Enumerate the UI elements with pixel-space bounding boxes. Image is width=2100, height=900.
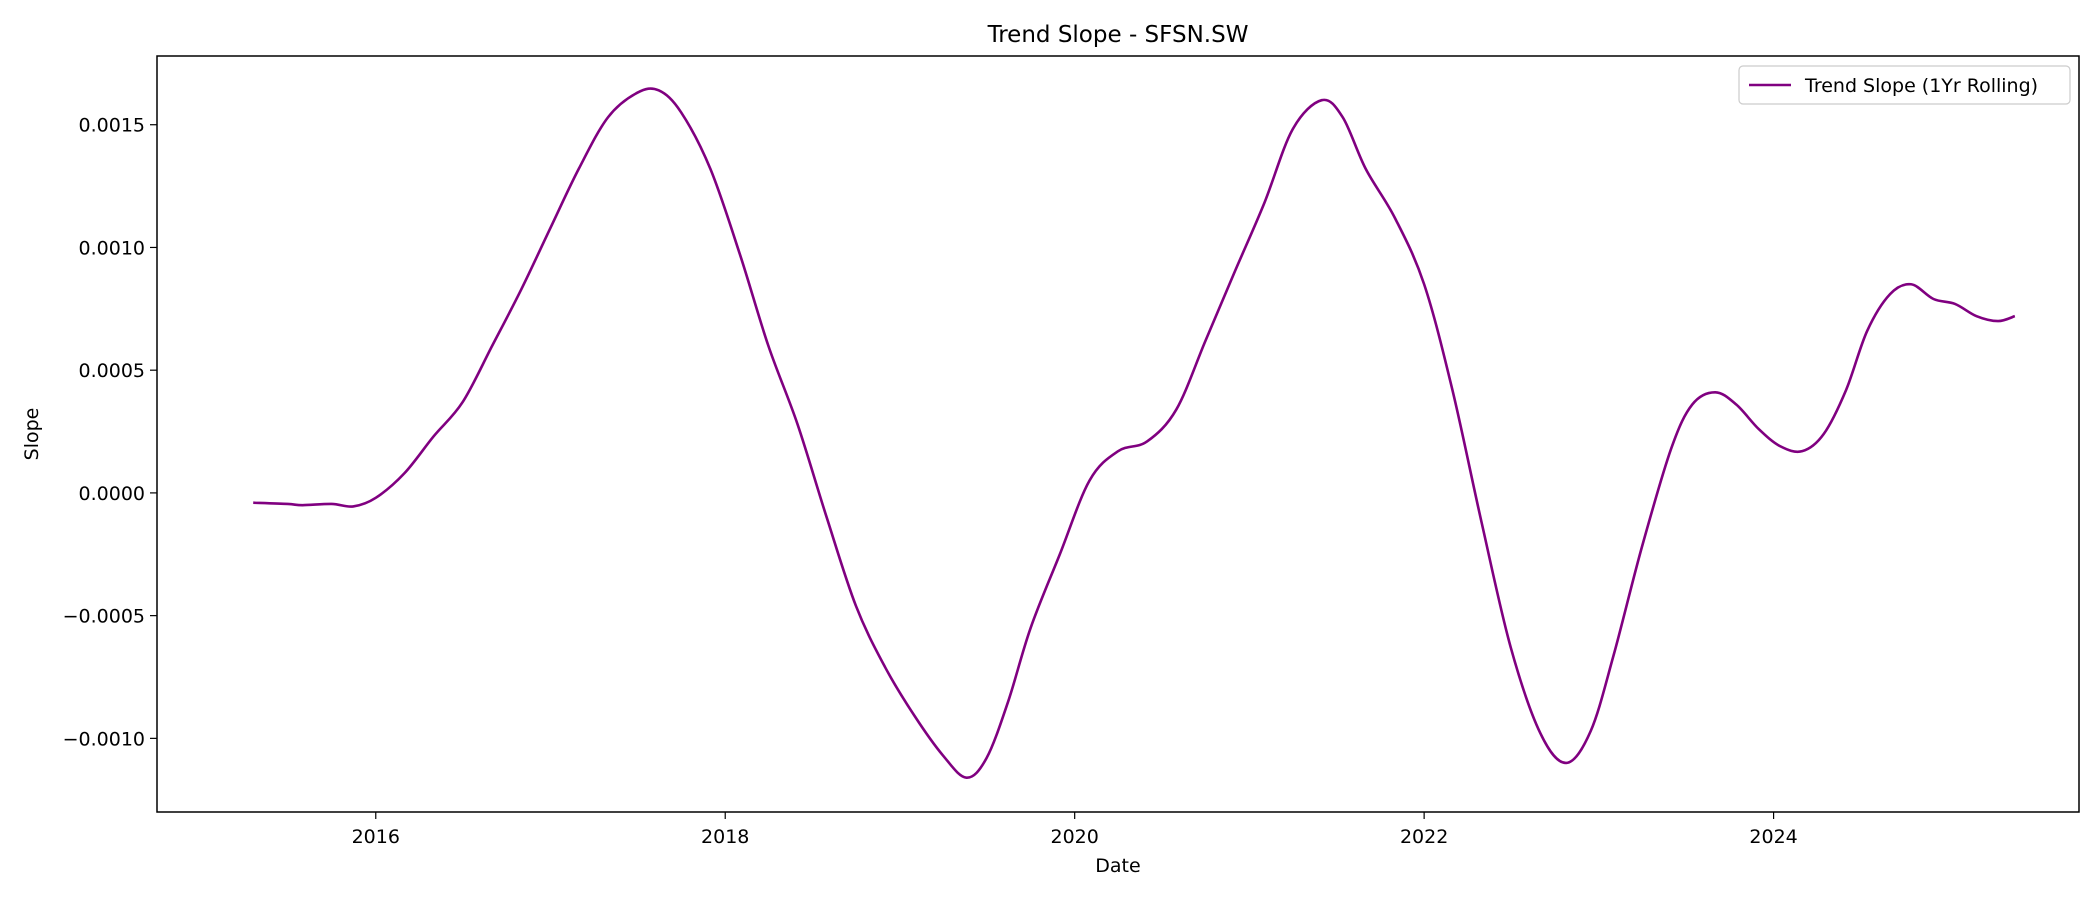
y-tick-label: −0.0010 [63,728,145,750]
legend-box [1738,65,2071,105]
series-line [253,87,2016,779]
plot-frame [156,55,2080,813]
x-axis-label: Date [1095,855,1140,877]
legend-label: Trend Slope (1Yr Rolling) [1804,75,2038,97]
y-tick-label: 0.0000 [79,483,145,505]
y-axis: −0.0010 −0.0005 0.0000 0.0005 0.0010 0.0015 [63,115,157,750]
legend: Trend Slope (1Yr Rolling) [1738,65,2071,105]
y-axis-label: Slope [21,408,43,461]
y-tick-label: 0.0015 [79,115,145,137]
x-tick-label: 2020 [1050,826,1098,848]
x-tick-label: 2016 [352,826,400,848]
chart-title: Trend Slope - SFSN.SW [987,22,1249,48]
y-tick-label: 0.0010 [79,237,145,259]
x-tick-label: 2018 [701,826,749,848]
y-tick-label: −0.0005 [63,606,145,628]
x-axis: 2016 2018 2020 2022 2024 [352,812,1798,848]
x-tick-label: 2024 [1749,826,1797,848]
series-layer [253,87,2016,779]
y-tick-label: 0.0005 [79,360,145,382]
x-tick-label: 2022 [1400,826,1448,848]
